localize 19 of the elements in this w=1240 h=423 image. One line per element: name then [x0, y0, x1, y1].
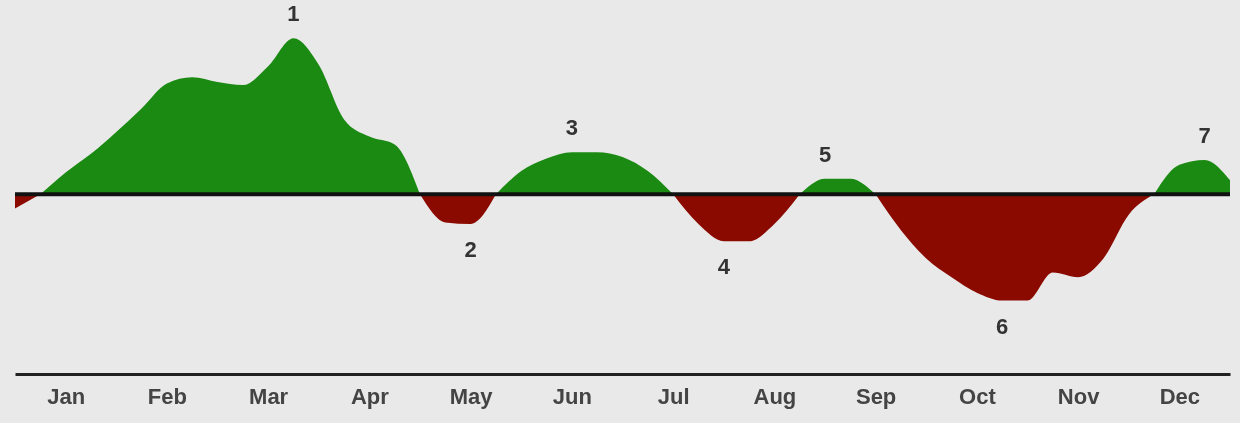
x-tick-label: Mar	[249, 383, 289, 409]
x-tick-label: Feb	[147, 383, 187, 409]
text: 1	[287, 1, 300, 27]
x-tick-label: Aug	[753, 383, 797, 409]
x-tick-label: Jul	[657, 383, 690, 409]
x-tick-label: Jun	[552, 383, 592, 409]
x-tick-label: Nov	[1057, 383, 1101, 409]
annotation: 7	[1198, 123, 1211, 149]
x-tick-label: Oct	[959, 383, 997, 409]
annotation: 2	[464, 237, 477, 263]
annotation: 4	[717, 254, 731, 280]
x-tick-label: Sep	[855, 383, 897, 409]
annotation: 5	[818, 141, 832, 167]
x-tick-label: Dec	[1159, 383, 1201, 409]
x-tick-label: Jan	[47, 383, 86, 409]
text: 6	[996, 313, 1009, 339]
annotation: 3	[565, 115, 578, 141]
x-tick-label: Apr	[350, 383, 390, 409]
x-tick-label: May	[449, 383, 494, 409]
